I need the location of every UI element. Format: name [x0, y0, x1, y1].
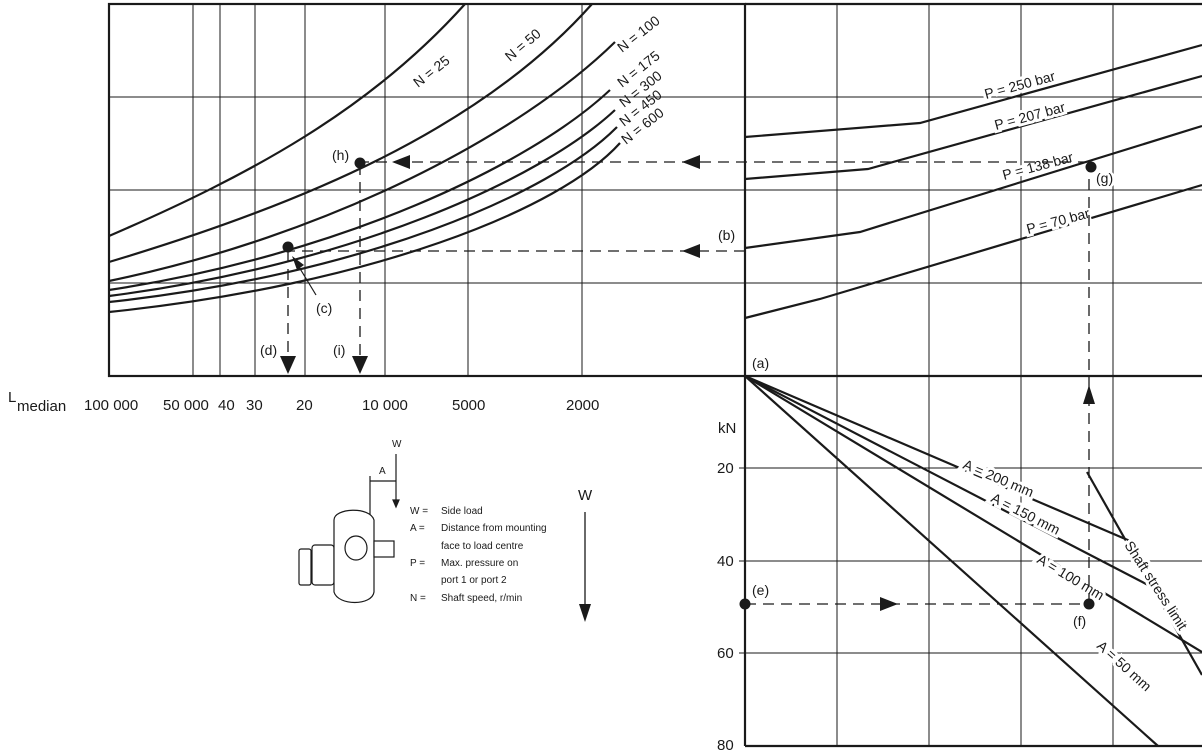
arrowhead-pointer-c [292, 256, 304, 270]
y-tick-label: 20 [717, 460, 734, 477]
series-line-a50 [744, 375, 1159, 747]
legend-symbol: A = [410, 523, 425, 534]
arrowhead-left [682, 244, 700, 258]
legend-symbol: P = [410, 558, 425, 569]
load-direction-arrow: W [578, 487, 593, 622]
motor-sketch: W A [298, 439, 402, 604]
series-label: N = 50 [502, 25, 544, 64]
y-tick-label: 40 [717, 553, 734, 570]
x-tick-label: 40 [218, 397, 235, 414]
motor-shaft [373, 540, 395, 558]
example-path: (a) (b) (c) (d) (e) (f) (g) (h) (i) [260, 147, 1116, 629]
load-arrow-head [579, 604, 591, 622]
series-label: P = 207 bar [993, 99, 1068, 133]
annotation-f: (f) [1073, 613, 1086, 629]
series-line-shaft-stress-limit [1086, 471, 1202, 676]
series-line-n50 [108, 3, 593, 264]
x-axis-title: L [8, 389, 16, 406]
n-curve-labels: N = 25 N = 50 N = 100 N = 175 N = 300 N … [410, 12, 667, 147]
legend-symbol: W = [410, 506, 428, 517]
x-tick-label: 100 000 [84, 397, 138, 414]
series-line-n175 [108, 89, 611, 292]
symbol-legend: W = Side load A = Distance from mounting… [410, 506, 547, 604]
series-line-n450 [108, 126, 618, 304]
load-line-w-arrowhead [392, 499, 400, 509]
right-bottom-panel: A = 200 mm A = 150 mm A = 100 mm A = 50 … [717, 374, 1202, 751]
arrowhead-left [392, 155, 410, 169]
x-tick-label: 30 [246, 397, 263, 414]
series-line-a100 [744, 375, 1202, 653]
x-axis-label: L median [8, 389, 66, 415]
arrowhead-up [1083, 385, 1095, 404]
right-top-grid [745, 4, 1202, 376]
series-label: A = 50 mm [1094, 637, 1155, 694]
series-label: Shaft stress limit [1121, 538, 1190, 633]
legend-text: face to load centre [441, 541, 524, 552]
x-tick-label: 20 [296, 397, 313, 414]
arrowhead-down [352, 356, 368, 374]
point-c [282, 241, 294, 253]
x-axis-ticks: 100 000 50 000 40 30 20 10 000 5000 2000 [84, 397, 599, 414]
legend-text: Distance from mounting [441, 523, 547, 534]
series-line-p250 [744, 43, 1202, 139]
legend-text: Max. pressure on [441, 558, 518, 569]
annotation-h: (h) [332, 147, 349, 163]
a-lines [744, 374, 1202, 747]
legend-text: port 1 or port 2 [441, 575, 507, 586]
point-h [354, 157, 366, 169]
arrowhead-down [280, 356, 296, 374]
left-panel-grid [109, 4, 745, 376]
right-top-panel: P = 250 bar P = 207 bar P = 138 bar P = … [744, 2, 1202, 376]
x-tick-label: 5000 [452, 397, 485, 414]
motor-port [311, 544, 335, 586]
y-axis: kN 20 40 60 80 [717, 420, 745, 751]
a-line-labels: A = 200 mm A = 150 mm A = 100 mm A = 50 … [958, 453, 1194, 697]
series-label: N = 100 [614, 12, 663, 55]
annotation-i: (i) [333, 342, 345, 358]
y-axis-title: kN [718, 420, 736, 437]
series-line-a150 [744, 375, 1149, 586]
legend-symbol: N = [410, 593, 426, 604]
motor-center-bore [344, 535, 368, 561]
arrowhead-left [682, 155, 700, 169]
annotation-e: (e) [752, 582, 769, 598]
annotation-a: (a) [752, 355, 769, 371]
x-tick-label: 50 000 [163, 397, 209, 414]
point-e [739, 598, 751, 610]
y-tick-label: 60 [717, 645, 734, 662]
annotation-c: (c) [316, 300, 332, 316]
n-curves [108, 3, 621, 314]
point-f [1083, 598, 1095, 610]
annotation-d: (d) [260, 342, 277, 358]
left-panel: N = 25 N = 50 N = 100 N = 175 N = 300 N … [8, 2, 747, 415]
motor-mount-flange [298, 548, 312, 586]
sketch-w-label: W [392, 439, 402, 450]
series-line-p138 [744, 124, 1202, 250]
arrowhead-right [880, 597, 898, 611]
series-line-p70 [744, 183, 1202, 320]
series-line-n25 [108, 3, 466, 238]
series-line-n300 [108, 109, 616, 298]
pressure-labels: P = 250 bar P = 207 bar P = 138 bar P = … [980, 65, 1095, 240]
legend-text: Side load [441, 506, 483, 517]
sketch-a-label: A [379, 466, 386, 477]
x-axis-title-subscript: median [17, 398, 66, 415]
series-line-n100 [108, 41, 616, 283]
point-g [1085, 161, 1097, 173]
series-label: P = 70 bar [1025, 205, 1092, 237]
series-line-n600 [108, 142, 621, 314]
annotation-g: (g) [1096, 170, 1113, 186]
legend-text: Shaft speed, r/min [441, 593, 522, 604]
annotation-b: (b) [718, 227, 735, 243]
right-bottom-grid [745, 376, 1202, 746]
load-arrow-label: W [578, 487, 593, 504]
y-tick-label: 80 [717, 737, 734, 751]
pressure-lines [744, 43, 1202, 320]
series-line-p207 [744, 74, 1202, 181]
series-line-a200 [744, 374, 1131, 543]
series-label: N = 25 [410, 52, 453, 90]
x-tick-label: 2000 [566, 397, 599, 414]
x-tick-label: 10 000 [362, 397, 408, 414]
